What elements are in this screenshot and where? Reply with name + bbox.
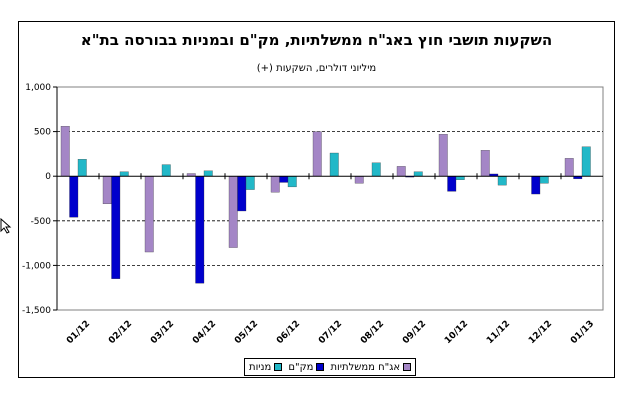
x-tick-label: 06/12 [275,319,302,346]
bar [413,171,423,177]
y-tick-label: 1,000 [25,83,51,93]
legend-label: אג"ח ממשלתיות [330,361,401,373]
x-tick-label: 11/12 [485,319,512,346]
bar [279,176,289,183]
legend-item: מק"ם [288,361,325,373]
legend-item: מניות [249,361,283,373]
bar [531,176,541,195]
x-tick-label: 08/12 [359,319,386,346]
bar [195,176,205,284]
legend-swatch [274,363,283,371]
bar [497,176,507,186]
legend: אג"ח ממשלתיות מק"ם מניות [244,358,417,376]
legend-label: מניות [249,361,272,373]
cursor-icon [0,218,12,234]
x-tick-label: 10/12 [443,319,470,346]
bar [77,159,87,177]
chart-title: השקעות תושבי חוץ באג"ח ממשלתיות, מק"ם וב… [80,31,553,49]
bar [69,176,79,218]
x-tick-label: 07/12 [317,319,344,346]
bar [438,134,448,177]
bar [161,164,171,177]
grid-layer [56,86,604,311]
bar [581,146,591,177]
bar [564,158,574,177]
bar [111,176,121,279]
y-tick-label: -1,500 [22,306,51,316]
bar [270,176,280,193]
y-tick-label: -1,000 [22,261,51,271]
bar [354,176,364,184]
x-tick-label: 02/12 [107,319,134,346]
y-tick-label: 500 [34,128,51,138]
bar [102,176,112,205]
x-tick-label: 04/12 [191,319,218,346]
x-tick-label: 01/13 [569,319,596,346]
bar [396,166,406,177]
bar [237,176,247,212]
bar [60,126,70,177]
bar [480,150,490,177]
legend-swatch [316,363,325,371]
bar [245,176,255,190]
x-tick-label: 03/12 [149,319,176,346]
legend-swatch [403,363,412,371]
bar [371,162,381,177]
chart-subtitle: מיליוני דולרים, השקעות (+) [256,63,377,74]
bar [447,176,457,192]
x-tick-label: 09/12 [401,319,428,346]
bar [119,171,129,177]
plot-border [56,86,604,311]
axis-layer: 1,000 500 0 -500 -1,000 -1,500 01/12 02/12 03/12… [22,83,603,346]
bar [144,176,154,253]
bars-layer [60,126,591,284]
x-tick-label: 05/12 [233,319,260,346]
bar [455,176,465,180]
bar [228,176,238,248]
x-tick-label: 12/12 [527,319,554,346]
x-tick-label: 01/12 [65,319,92,346]
y-tick-label: 0 [45,172,51,182]
bar [203,170,213,177]
bar [539,176,549,184]
bar [329,152,339,177]
y-tick-label: -500 [31,217,52,227]
legend-label: מק"ם [288,361,314,373]
bar [287,176,297,188]
legend-item: אג"ח ממשלתיות [330,361,412,373]
bar [312,131,322,177]
